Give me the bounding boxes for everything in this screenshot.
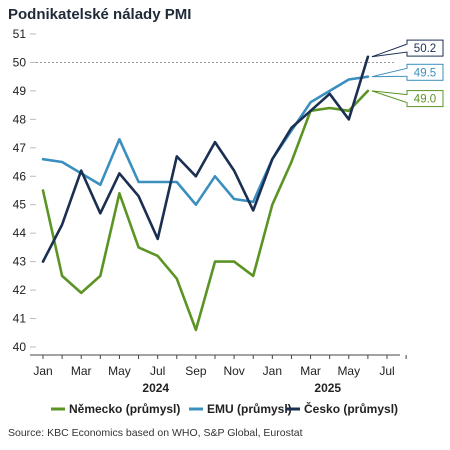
y-axis: 40 41 42 43 44 45 46 47 48 49 50 51	[13, 27, 36, 354]
x-tick-label: Sep	[185, 364, 207, 378]
series-line-emu	[41, 75, 370, 206]
x-tick-label: Mar	[300, 364, 321, 378]
legend-label-czech: Česko (průmysl)	[304, 401, 398, 416]
series-line-czech	[41, 55, 370, 263]
x-tick-label: Jul	[379, 364, 394, 378]
callout-pointer-czech	[371, 43, 408, 58]
y-tick-label-44: 44	[13, 226, 27, 240]
last-value-callouts: 49.0 49.5 50.2	[371, 39, 444, 108]
legend-label-germany: Německo (průmysl)	[69, 402, 180, 416]
source-note: Source: KBC Economics based on WHO, S&P …	[8, 427, 303, 439]
chart-title: Podnikatelské nálady PMI	[8, 6, 192, 23]
x-tick-label: Mar	[71, 364, 92, 378]
callout-label-emu: 49.5	[414, 67, 436, 79]
y-tick-label-42: 42	[13, 283, 27, 297]
callout-label-czech: 50.2	[414, 43, 436, 55]
legend: Německo (průmysl) EMU (průmysl) Česko (prů…	[51, 401, 398, 416]
series-line-germany	[41, 89, 370, 332]
legend-label-emu: EMU (průmysl)	[207, 402, 292, 416]
x-tick-label: Jan	[33, 364, 52, 378]
y-tick-label-41: 41	[13, 312, 27, 326]
series-lines	[41, 55, 370, 332]
y-tick-label-46: 46	[13, 169, 27, 183]
x-tick-label: Jul	[150, 364, 165, 378]
x-tick-label: May	[337, 364, 360, 378]
x-axis: Jan Mar May Jul Sep Nov Jan Mar May Jul 2024 2025	[30, 354, 407, 395]
y-tick-label-49: 49	[13, 84, 27, 98]
x-tick-label: Nov	[223, 364, 244, 378]
y-tick-label-43: 43	[13, 255, 27, 269]
callout-pointer-emu	[371, 67, 408, 78]
year-label-2025: 2025	[314, 381, 341, 395]
y-tick-label-47: 47	[13, 141, 27, 155]
y-tick-label-40: 40	[13, 340, 27, 354]
x-tick-label: Jan	[263, 364, 282, 378]
callout-label-germany: 49.0	[414, 94, 436, 106]
y-tick-label-51: 51	[13, 27, 27, 41]
callout-pointer-germany	[371, 90, 408, 104]
y-tick-label-45: 45	[13, 198, 27, 212]
y-tick-label-50: 50	[13, 55, 27, 69]
x-tick-label: May	[108, 364, 131, 378]
y-tick-label-48: 48	[13, 112, 27, 126]
year-label-2024: 2024	[142, 381, 169, 395]
